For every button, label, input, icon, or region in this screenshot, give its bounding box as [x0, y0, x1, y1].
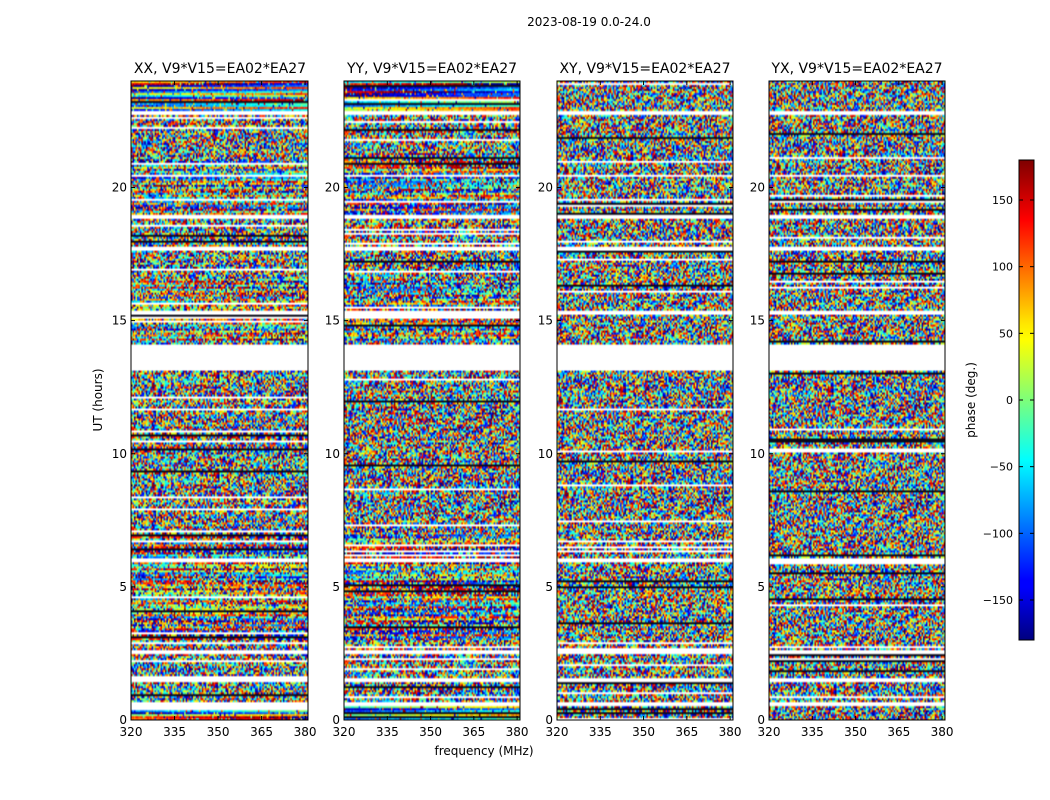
x-tick-label: 335	[376, 725, 399, 739]
y-tick-label: 10	[112, 447, 127, 461]
panel-title: YX, V9*V15=EA02*EA27	[770, 61, 942, 77]
x-tick-label: 335	[589, 725, 612, 739]
x-axis-label: frequency (MHz)	[434, 744, 533, 758]
y-tick-label: 0	[757, 713, 765, 727]
y-tick-label: 0	[332, 713, 340, 727]
y-axis-label: UT (hours)	[91, 368, 105, 431]
axes: 320 335 350 365 380 0 5 10 15 20	[538, 81, 742, 739]
panel-title: XX, V9*V15=EA02*EA27	[134, 61, 306, 77]
colorbar-tick-label: 0	[1006, 394, 1013, 407]
x-tick-label: 365	[462, 725, 485, 739]
phase-heatmap	[557, 81, 733, 720]
x-tick-label: 335	[801, 725, 824, 739]
x-tick-label: 335	[163, 725, 186, 739]
x-tick-label: 380	[719, 725, 742, 739]
panel-yx: YX, V9*V15=EA02*EA27 320 335 350 365 380 0 5 10…	[750, 61, 954, 739]
y-tick-label: 10	[750, 447, 765, 461]
plot-frame	[130, 80, 309, 721]
y-tick-label: 15	[112, 314, 127, 328]
colorbar-tick-label: −100	[983, 527, 1013, 540]
phase-heatmap	[131, 81, 308, 720]
colorbar: −150 −100 −50 0 50 100 150 phase (deg.)	[964, 159, 1035, 641]
x-tick-label: 380	[506, 725, 529, 739]
y-tick-label: 0	[119, 713, 127, 727]
panel-title: YY, V9*V15=EA02*EA27	[346, 61, 517, 77]
y-tick-label: 15	[325, 314, 340, 328]
y-tick-label: 5	[757, 580, 765, 594]
x-tick-label: 380	[931, 725, 954, 739]
axes: 320 335 350 365 380 0 5 10 15 20	[750, 81, 954, 739]
y-tick-label: 20	[112, 181, 127, 195]
x-tick-label: 365	[250, 725, 273, 739]
colorbar-tick-label: 150	[992, 194, 1013, 207]
x-tick-label: 320	[546, 725, 569, 739]
x-tick-label: 350	[419, 725, 442, 739]
plot-frame	[343, 80, 521, 721]
panel-title: XY, V9*V15=EA02*EA27	[559, 61, 730, 77]
y-tick-label: 0	[545, 713, 553, 727]
x-tick-label: 365	[675, 725, 698, 739]
y-tick-label: 5	[545, 580, 553, 594]
y-tick-label: 15	[750, 314, 765, 328]
colorbar-tick-label: −50	[990, 461, 1013, 474]
x-tick-label: 380	[294, 725, 317, 739]
plot-frame	[556, 80, 734, 721]
y-tick-label: 20	[750, 181, 765, 195]
colorbar-tick-label: 100	[992, 261, 1013, 274]
colorbar-tick-label: −150	[983, 594, 1013, 607]
x-tick-label: 320	[120, 725, 143, 739]
x-tick-label: 350	[207, 725, 230, 739]
y-tick-label: 10	[538, 447, 553, 461]
plot-frame	[768, 80, 946, 721]
y-tick-label: 20	[538, 181, 553, 195]
x-tick-label: 350	[632, 725, 655, 739]
y-tick-label: 15	[538, 314, 553, 328]
axes: 320 335 350 365 380 0 5 10 15 20	[112, 81, 317, 739]
panel-xx: XX, V9*V15=EA02*EA27 320 335 350 365 380 0 5 10…	[112, 61, 317, 739]
y-tick-label: 5	[332, 580, 340, 594]
x-tick-label: 320	[758, 725, 781, 739]
x-tick-label: 365	[887, 725, 910, 739]
axes: 320 335 350 365 380 0 5 10 15 20	[325, 81, 529, 739]
panel-xy: XY, V9*V15=EA02*EA27 320 335 350 365 380 0 5 10…	[538, 61, 742, 739]
figure-suptitle: 2023-08-19 0.0-24.0	[527, 15, 651, 29]
y-tick-label: 5	[119, 580, 127, 594]
x-tick-label: 320	[333, 725, 356, 739]
phase-heatmap	[769, 81, 945, 720]
panel-yy: YY, V9*V15=EA02*EA27 320 335 350 365 380 0 5 10…	[325, 61, 529, 739]
phase-heatmap	[344, 81, 520, 720]
colorbar-label: phase (deg.)	[964, 362, 978, 438]
x-tick-label: 350	[844, 725, 867, 739]
colorbar-ticks: −150 −100 −50 0 50 100 150	[983, 194, 1034, 607]
y-tick-label: 10	[325, 447, 340, 461]
colorbar-tick-label: 50	[999, 327, 1013, 340]
y-tick-label: 20	[325, 181, 340, 195]
